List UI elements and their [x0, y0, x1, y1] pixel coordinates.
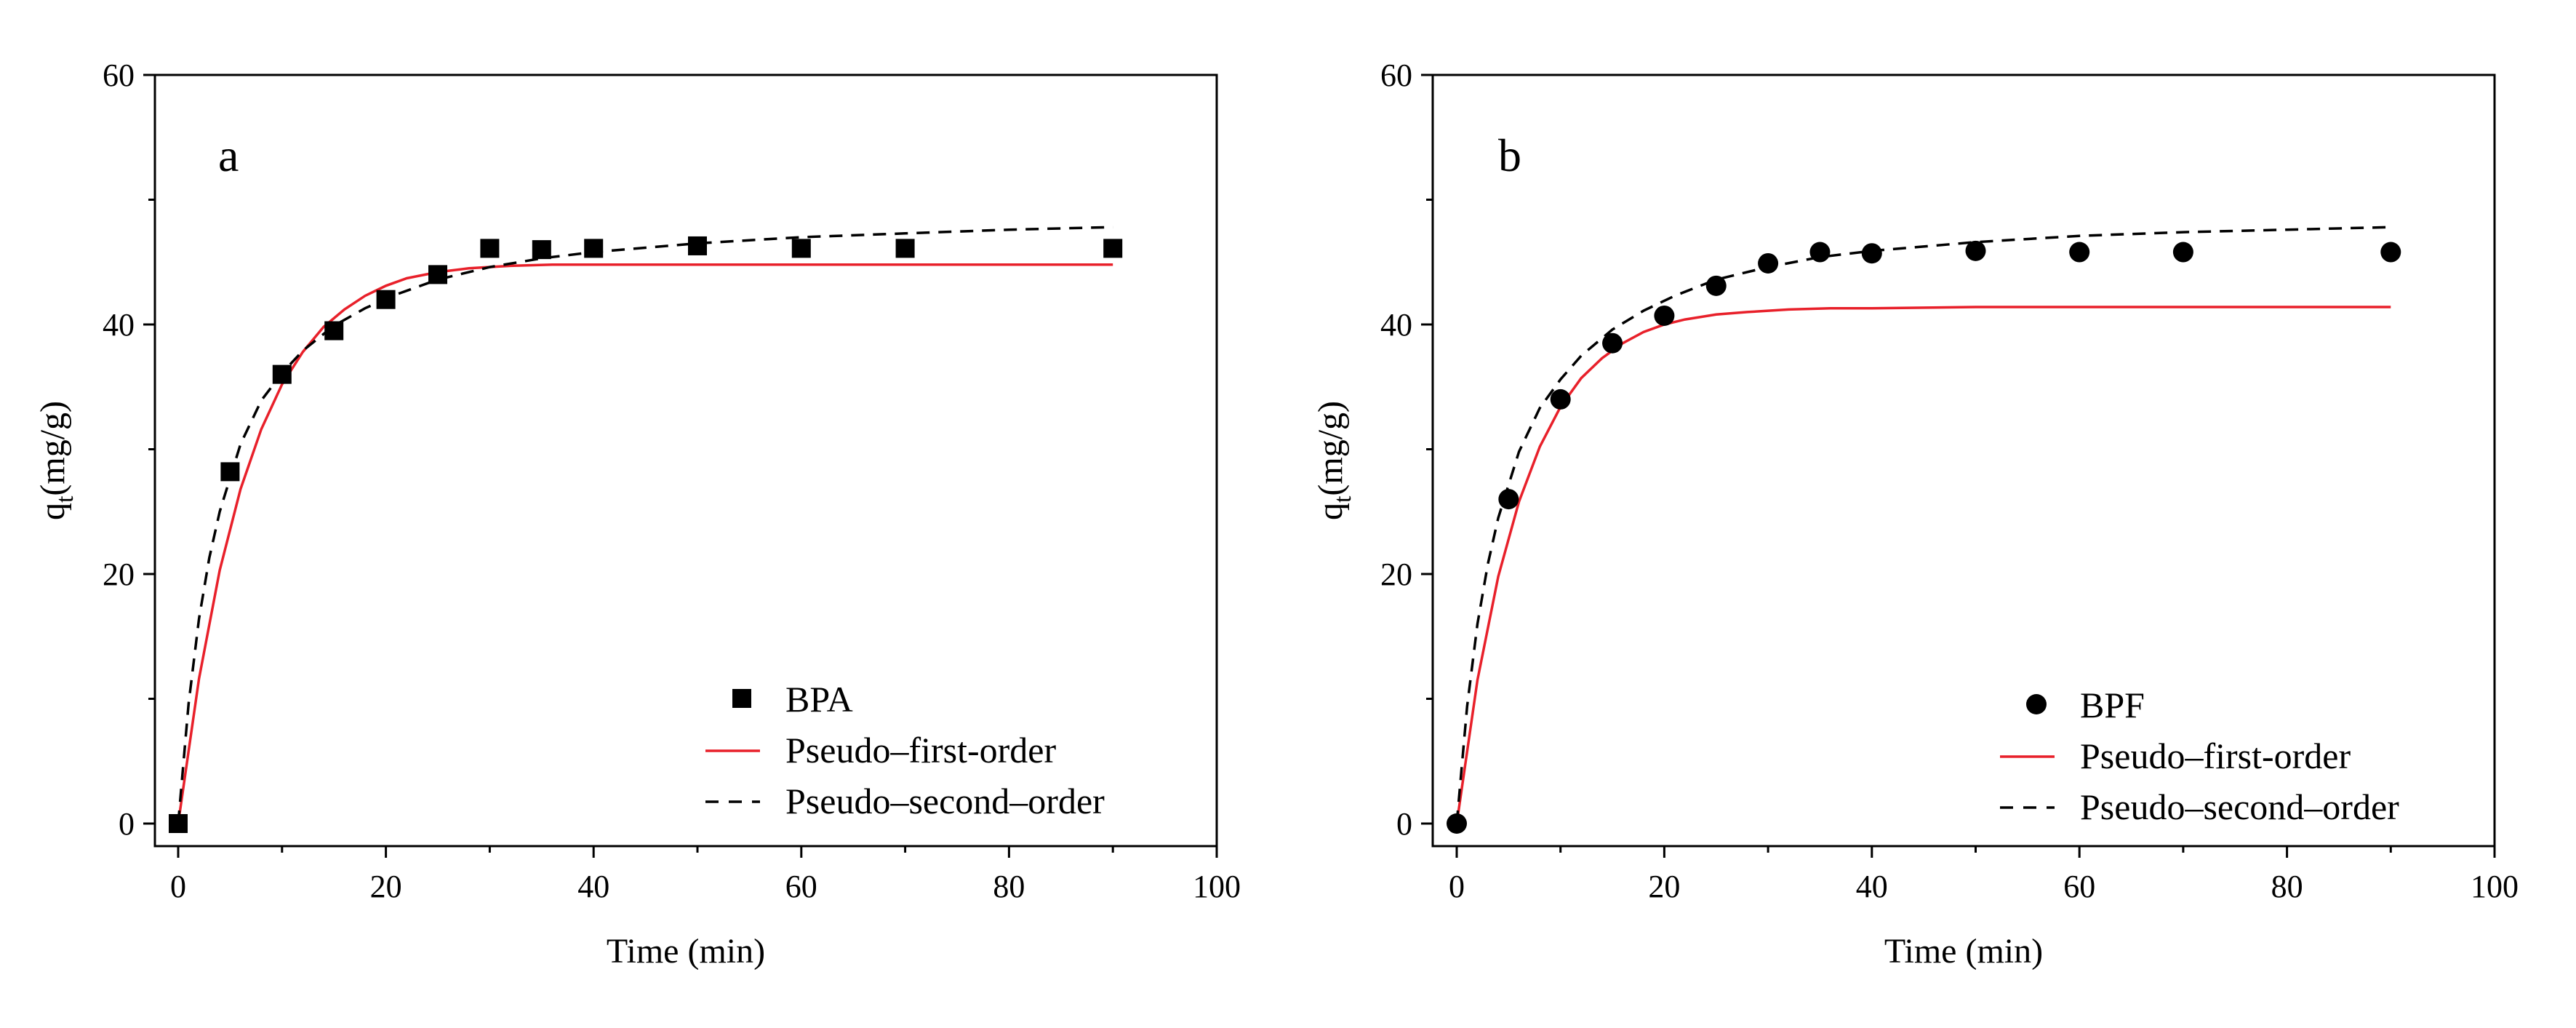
panel-b-data-point	[1602, 332, 1623, 354]
panel-b-data-point	[1550, 389, 1571, 410]
panel-b-legend-label-second: Pseudo–second–order	[2080, 786, 2399, 827]
panel-a-x-tick-label: 40	[577, 869, 609, 904]
panel-a-data-point	[584, 239, 604, 258]
panel-b-y-axis-title: qt(mg/g)	[1311, 401, 1356, 520]
panel-b-x-tick-label: 60	[2063, 869, 2095, 904]
panel-a-data-point	[169, 814, 188, 833]
panel-b-y-axis-title-main: q	[1311, 503, 1350, 520]
panel-b-data-point	[2380, 242, 2401, 263]
panel-b-data-point	[2069, 242, 2090, 263]
panel-a-data-point	[272, 364, 292, 384]
panel-a-data-point	[428, 265, 447, 284]
chart-panel-a: 0 20 40 60 80 100 0 20 40 60 Time (min) qt(mg/g) a BP…	[33, 57, 1241, 971]
panel-a-pseudo-first-order-line	[177, 263, 1113, 824]
panel-a-y-axis-title-sub: t	[52, 495, 79, 503]
panel-b-legend-label-data: BPF	[2080, 685, 2145, 725]
panel-a-y-tick-label: 20	[103, 557, 135, 592]
panel-b-data-point	[1965, 240, 1986, 261]
panel-b-data-point	[2172, 242, 2193, 263]
panel-a-data-point	[688, 236, 707, 255]
panel-b-y-tick-label: 0	[1396, 806, 1412, 842]
panel-b-y-axis-title-sub: t	[1329, 495, 1356, 503]
panel-b-data-point	[1498, 489, 1519, 510]
panel-b-x-tick-label: 20	[1648, 869, 1680, 904]
panel-a-x-tick-label: 20	[370, 869, 402, 904]
panel-b-plot-frame	[1431, 73, 2496, 848]
panel-a-data-point	[791, 239, 811, 258]
panel-b-y-tick-label: 40	[1380, 307, 1412, 343]
panel-b-data-point	[1705, 275, 1727, 296]
panel-a-plot-frame	[153, 73, 1218, 848]
panel-a-y-axis-title-main: q	[33, 503, 72, 520]
panel-b-legend-label-first: Pseudo–first-order	[2080, 736, 2351, 776]
panel-b-y-tick-label: 20	[1380, 557, 1412, 592]
panel-b-x-tick-label: 100	[2471, 869, 2519, 904]
panel-a-data-point	[895, 239, 915, 258]
panel-a-legend-label-data: BPA	[785, 679, 853, 720]
panel-a-y-tick-label: 40	[103, 307, 135, 343]
panel-a-data-point	[376, 290, 396, 309]
panel-b-x-tick-label: 40	[1856, 869, 1888, 904]
panel-b-x-tick-label: 0	[1449, 869, 1465, 904]
panel-a-label: a	[218, 130, 239, 181]
panel-b-data-point	[1758, 252, 1779, 274]
chart-panel-b: 0 20 40 60 80 100 0 20 40 60 Time (min) qt(mg/g) b BP…	[1311, 57, 2519, 971]
panel-a-y-tick-label: 60	[103, 57, 135, 93]
panel-b-x-tick-label: 80	[2271, 869, 2303, 904]
panel-a-data-point	[1103, 239, 1123, 258]
panel-a-legend-label-second: Pseudo–second–order	[785, 781, 1105, 821]
panel-a-pseudo-second-order-line	[177, 226, 1113, 824]
panel-b-pseudo-second-order-line	[1455, 226, 2391, 824]
panel-a-x-tick-label: 100	[1193, 869, 1241, 904]
panel-b-data-point	[1809, 242, 1831, 263]
panel-a-y-axis-title-unit: (mg/g)	[33, 401, 72, 496]
panel-a-data-point	[324, 321, 344, 340]
panel-b-data-point	[1861, 243, 1882, 264]
panel-b-y-axis-title-unit: (mg/g)	[1311, 401, 1350, 496]
panel-a-legend-label-first: Pseudo–first-order	[785, 730, 1056, 770]
panel-a-x-tick-label: 80	[993, 869, 1025, 904]
panel-b-data-point	[1654, 305, 1675, 326]
panel-a-y-axis-title: qt(mg/g)	[33, 401, 79, 520]
panel-b-label: b	[1498, 130, 1521, 181]
panel-a-data-point	[480, 239, 500, 258]
panel-a-legend-marker	[732, 689, 751, 708]
panel-b-legend-marker	[2026, 694, 2047, 714]
panel-a-x-tick-label: 60	[785, 869, 817, 904]
panel-a-data-point	[532, 240, 551, 260]
panel-a-x-axis-title: Time (min)	[607, 932, 765, 971]
panel-b-pseudo-first-order-line	[1455, 306, 2391, 824]
panel-a-y-tick-label: 0	[119, 806, 135, 842]
panel-b-x-axis-title: Time (min)	[1884, 932, 2043, 971]
panel-b-data-point	[1447, 813, 1467, 834]
panel-b-y-tick-label: 60	[1380, 57, 1412, 93]
panel-a-x-tick-label: 0	[170, 869, 186, 904]
panel-a-data-point	[220, 462, 240, 482]
